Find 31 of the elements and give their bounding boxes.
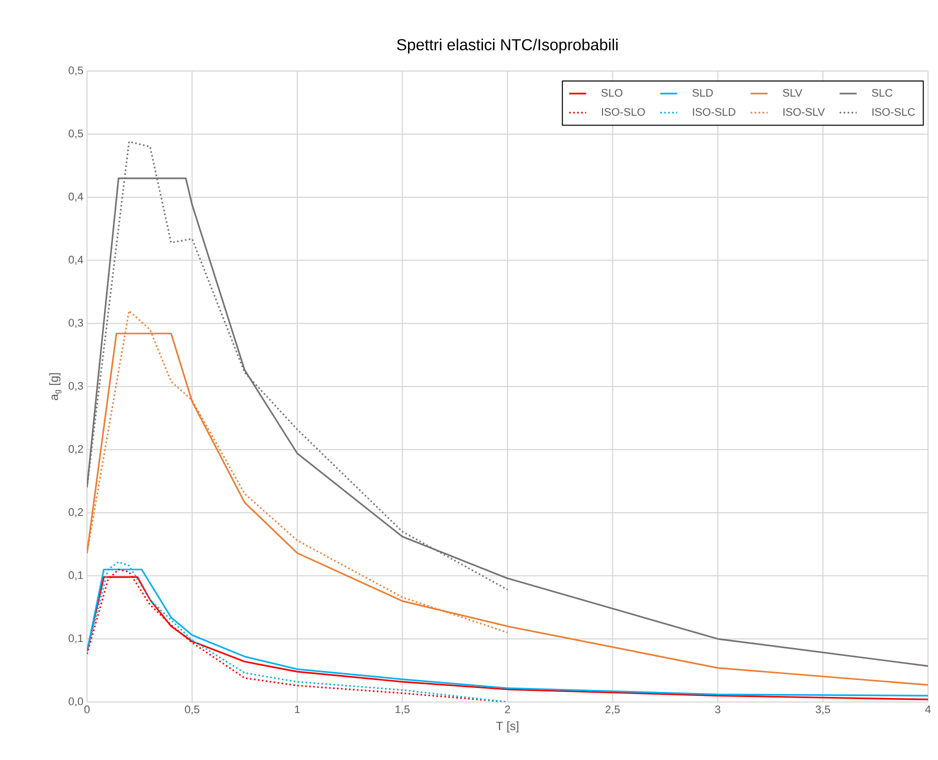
x-axis-title: T [s]: [496, 721, 518, 733]
y-tick-label: 0,5: [68, 66, 84, 76]
x-tick-label: 0,5: [184, 706, 200, 715]
y-tick-label: 0,2: [68, 445, 83, 454]
y-tick-label: 0,4: [68, 256, 84, 265]
x-tick-label: 4: [925, 706, 931, 714]
x-tick-label: 3,5: [816, 706, 830, 715]
legend-label: SLO: [601, 88, 622, 97]
y-tick-label: 0,0: [68, 697, 84, 707]
y-tick-label: 0,5: [68, 130, 84, 139]
y-tick-label: 0,4: [68, 192, 84, 202]
chart-title: Spettri elastici NTC/Isoprobabili: [397, 38, 618, 54]
legend-label: ISO-SLO: [602, 108, 645, 116]
legend-label: ISO-SLD: [693, 108, 736, 116]
legend-label: SLV: [782, 88, 802, 97]
x-tick-label: 0: [84, 706, 90, 714]
x-tick-label: 1: [295, 706, 300, 714]
y-tick-label: 0,1: [68, 571, 83, 580]
y-tick-label: 0,3: [68, 382, 83, 392]
y-axis-title: a$_{g}$ [g]: [49, 373, 62, 400]
y-tick-label: 0,2: [68, 508, 83, 518]
x-tick-label: 2,5: [606, 706, 620, 715]
y-tick-label: 0,1: [68, 634, 83, 644]
legend-label: SLC: [872, 88, 892, 97]
y-tick-label: 0,3: [68, 318, 83, 328]
x-tick-label: 1,5: [396, 706, 410, 714]
x-tick-label: 2: [505, 706, 510, 714]
legend-label: SLD: [692, 88, 713, 97]
x-tick-label: 3: [715, 706, 720, 714]
legend-label: ISO-SLC: [872, 108, 915, 116]
legend-label: ISO-SLV: [783, 108, 825, 116]
